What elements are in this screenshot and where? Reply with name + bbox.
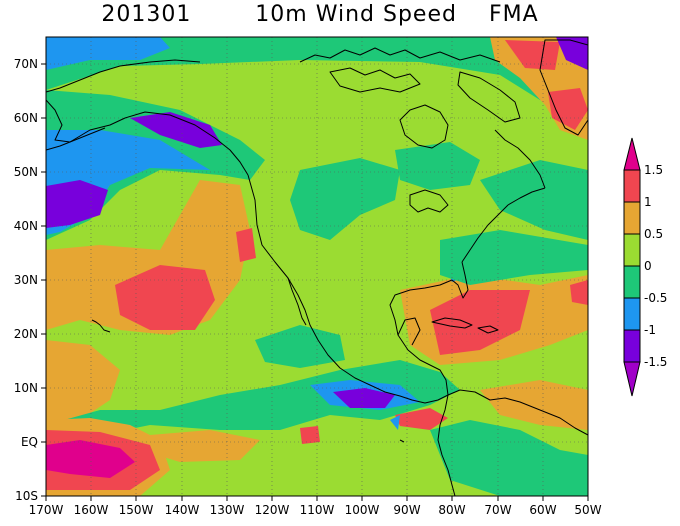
field-alaska-blue (46, 37, 170, 70)
field-eq-magenta (46, 440, 135, 478)
lat-label: 60N (14, 111, 38, 125)
lat-label: 50N (14, 165, 38, 179)
lon-label: 50W (574, 503, 601, 517)
coast-greenland (539, 39, 588, 136)
coast-yucatan (397, 317, 421, 346)
coast-baja (287, 277, 307, 326)
coast-galapagos (399, 439, 405, 443)
colorbar-label: -1 (644, 323, 656, 337)
tick-marks (41, 63, 589, 501)
lon-label: 100W (345, 503, 380, 517)
coast-arctic-islands2 (329, 67, 421, 93)
field-pacific-red2 (236, 228, 256, 262)
colorbar-swatch-gt-1-5 (623, 137, 641, 171)
coast-alaska-west (46, 99, 126, 143)
coast-hispaniola (477, 325, 499, 334)
colorbar-swatch-0-5-to-1 (623, 201, 641, 235)
coast-alaska-north (46, 59, 201, 93)
field-east-green (440, 230, 588, 285)
field-papagayo-purple (333, 388, 395, 408)
lon-labels: 170W 160W 150W 140W 130W 120W 110W 100W … (29, 503, 602, 517)
lon-label: 140W (165, 503, 200, 517)
field-ne-red (505, 40, 560, 70)
field-sa-orange (480, 380, 588, 430)
coast-florida (451, 261, 469, 299)
colorbar-swatch-m0-5-to-0 (623, 265, 641, 299)
coast-aleutians (46, 127, 106, 151)
lon-label: 80W (438, 503, 465, 517)
field-panama-blue (390, 415, 400, 430)
lat-label: 70N (14, 57, 38, 71)
coast-east-us (461, 187, 546, 263)
lat-labels: 70N 60N 50N 40N 30N 20N 10N EQ 10S (14, 57, 38, 503)
field-hudson-green (395, 142, 480, 190)
lon-label: 90W (393, 503, 420, 517)
colorbar-label: -1.5 (644, 355, 667, 369)
lon-label: 170W (29, 503, 64, 517)
coast-cuba (431, 317, 473, 329)
field-pacific-red (115, 265, 215, 330)
coast-south-america (447, 389, 588, 436)
colorbar-swatch-m1-to-m0-5 (623, 297, 641, 331)
lon-label: 150W (119, 503, 154, 517)
lat-label: 20N (14, 327, 38, 341)
colorbar-label: 1.5 (644, 163, 663, 177)
coast-great-lakes (409, 189, 449, 213)
field-mexico-green (255, 325, 345, 368)
title-date: 201301 (101, 2, 192, 27)
coast-sa-west (437, 394, 456, 496)
colorbar-swatch-m1-5-to-m1 (623, 329, 641, 363)
lon-label: 60W (529, 503, 556, 517)
colorbar-label: 1 (644, 195, 652, 209)
field-atlantic-red (570, 280, 588, 305)
coast-gulf-alaska (124, 111, 249, 176)
field-sa-green (430, 420, 588, 496)
coast-pacific-na (247, 174, 449, 404)
lon-label: 110W (300, 503, 335, 517)
lat-label: 10N (14, 381, 38, 395)
field-ne-purple (556, 37, 588, 70)
coast-gulf-mexico (389, 279, 453, 396)
colorbar-swatch-1-to-1-5 (623, 169, 641, 203)
colorbar-swatch-0-to-0-5 (623, 233, 641, 267)
field-panama-red (395, 408, 448, 430)
field-npacific-purple (46, 180, 108, 228)
colorbar (623, 137, 641, 397)
lat-label: 40N (14, 219, 38, 233)
colorbar-label: 0 (644, 259, 652, 273)
coast-arctic-islands (299, 47, 501, 63)
field-labrador-green (480, 160, 588, 240)
lat-label: 10S (15, 489, 38, 503)
colorbar-label: -0.5 (644, 291, 667, 305)
colorbar-swatch-lt-m1-5 (623, 361, 641, 397)
lon-label: 130W (210, 503, 245, 517)
field-etp-orange (140, 430, 260, 462)
coastlines (46, 39, 588, 496)
field-pacific-orange2 (46, 340, 120, 425)
lat-label: EQ (21, 435, 38, 449)
field-etp-green (46, 360, 460, 440)
field-ne-red2 (548, 88, 588, 130)
coast-hudson-bay (399, 104, 449, 149)
title-season: FMA (488, 2, 539, 27)
lon-label: 120W (255, 503, 290, 517)
lat-label: 30N (14, 273, 38, 287)
field-arctic-green (46, 37, 588, 110)
field-small-red (300, 426, 320, 444)
field-caribbean-red (430, 290, 530, 355)
lon-label: 70W (484, 503, 511, 517)
colorbar-label: 0.5 (644, 227, 663, 241)
coast-hawaii (91, 319, 111, 333)
lon-label: 160W (74, 503, 109, 517)
coast-baffin (457, 71, 521, 123)
colorbar-labels: 1.5 1 0.5 0 -0.5 -1 -1.5 (644, 163, 667, 369)
map-title: 201301 10m Wind Speed FMA (0, 2, 640, 32)
coast-labrador (494, 129, 546, 189)
field-gulf-alaska-purple (130, 112, 222, 148)
title-variable: 10m Wind Speed (255, 2, 457, 27)
field-canada-green (290, 158, 400, 240)
